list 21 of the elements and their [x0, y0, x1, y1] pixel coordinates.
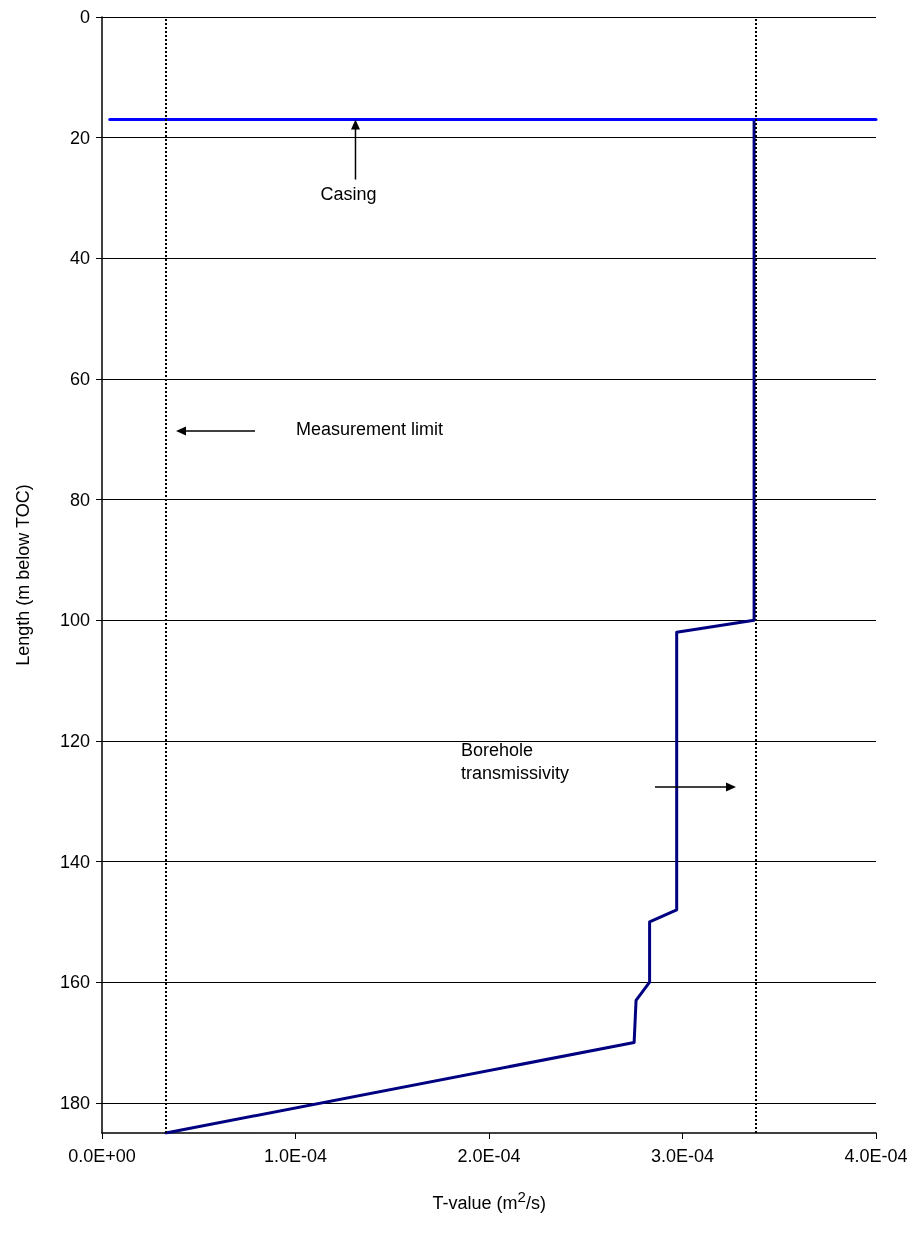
x-tick-label: 1.0E-04: [263, 1146, 328, 1166]
y-tick-label: 0: [79, 7, 90, 27]
y-tick-label: 80: [69, 489, 90, 510]
y-axis-title: Length (m below TOC): [13, 484, 33, 666]
y-tick-label: 40: [69, 248, 90, 269]
y-tick-label: 180: [59, 1092, 90, 1113]
annotation: Measurement limit: [296, 418, 444, 441]
x-tick-label: 4.0E-04: [844, 1146, 908, 1166]
annotation: Casing: [320, 182, 377, 206]
y-tick-label: 160: [59, 972, 90, 993]
line-series: [164, 118, 756, 1135]
y-tick-label: 100: [59, 610, 90, 631]
x-axis-title: T-value (m$^{2}$/s): [432, 1187, 546, 1215]
y-tick-label: 20: [69, 127, 90, 148]
y-tick-label: 120: [59, 730, 90, 751]
x-tick-label: 3.0E-04: [650, 1146, 715, 1166]
y-tick-label: 60: [69, 368, 90, 389]
x-tick-label: 0.0E+00: [68, 1146, 136, 1166]
x-tick-label: 2.0E-04: [457, 1146, 521, 1166]
annotation: Borehole transmissivity: [461, 739, 570, 786]
y-tick-label: 140: [59, 851, 90, 872]
